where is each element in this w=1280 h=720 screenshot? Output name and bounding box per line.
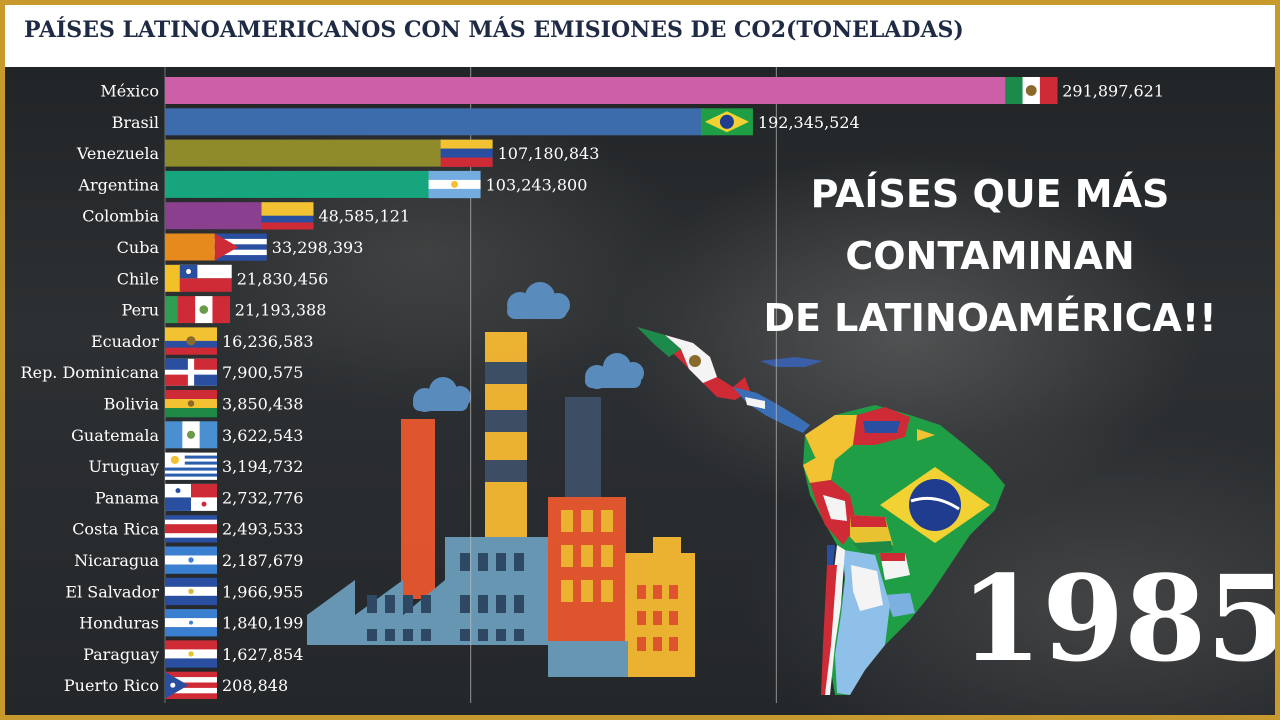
bar-venezuela bbox=[165, 139, 443, 167]
paraguay-flag-icon bbox=[165, 640, 217, 668]
category-label: Honduras bbox=[79, 614, 159, 633]
category-label: Bolivia bbox=[104, 395, 160, 414]
category-label: Puerto Rico bbox=[64, 676, 159, 695]
headline: PAÍSES QUE MÁS CONTAMINAN DE LATINOAMÉRI… bbox=[725, 163, 1255, 349]
value-label: 2,493,533 bbox=[222, 520, 303, 539]
category-label: Panama bbox=[95, 488, 160, 507]
value-label: 192,345,524 bbox=[758, 113, 860, 132]
bars: México 291,897,621 Brasil 192,345,524 Venezu… bbox=[21, 77, 1164, 699]
value-label: 7,900,575 bbox=[222, 363, 303, 382]
category-label: Brasil bbox=[112, 113, 159, 132]
category-label: Cuba bbox=[117, 238, 160, 257]
value-label: 3,622,543 bbox=[222, 426, 303, 445]
headline-line-3: DE LATINOAMÉRICA!! bbox=[763, 296, 1217, 340]
bar-chart: México 291,897,621 Brasil 192,345,524 Venezu… bbox=[21, 67, 1164, 703]
ecuador-flag-icon bbox=[165, 327, 217, 355]
value-label: 1,840,199 bbox=[222, 614, 303, 633]
category-label: Guatemala bbox=[71, 426, 159, 445]
bar-brasil bbox=[165, 108, 703, 136]
category-label: Argentina bbox=[77, 175, 159, 194]
value-label: 1,627,854 bbox=[222, 645, 303, 664]
value-label: 1,966,955 bbox=[222, 582, 303, 601]
category-label: Chile bbox=[117, 269, 159, 288]
bar-m-xico bbox=[165, 77, 1008, 104]
nicaragua-flag-icon bbox=[165, 546, 217, 574]
puerto-rico-flag-icon bbox=[165, 671, 217, 699]
category-label: El Salvador bbox=[65, 582, 159, 601]
mexico-flag-icon bbox=[1005, 77, 1058, 104]
value-label: 2,732,776 bbox=[222, 488, 303, 507]
el-salvador-flag-icon bbox=[165, 577, 217, 606]
value-label: 107,180,843 bbox=[498, 144, 600, 163]
headline-line-2: CONTAMINAN bbox=[845, 234, 1135, 278]
value-label: 33,298,393 bbox=[272, 238, 364, 257]
value-label: 208,848 bbox=[222, 676, 288, 695]
bar-argentina bbox=[165, 170, 431, 198]
colombia-flag-icon bbox=[261, 202, 314, 230]
category-label: Venezuela bbox=[76, 144, 160, 163]
value-label: 21,193,388 bbox=[235, 301, 327, 320]
category-label: Paraguay bbox=[83, 645, 159, 664]
value-label: 2,187,679 bbox=[222, 551, 303, 570]
value-label: 3,194,732 bbox=[222, 457, 303, 476]
cuba-flag-icon bbox=[214, 233, 267, 261]
bar-peru bbox=[165, 296, 180, 324]
chart-frame: PAÍSES LATINOAMERICANOS CON MÁS EMISIONE… bbox=[5, 5, 1275, 715]
category-label: Uruguay bbox=[88, 457, 159, 476]
headline-line-1: PAÍSES QUE MÁS bbox=[810, 172, 1170, 216]
category-label: Peru bbox=[122, 301, 159, 320]
bolivia-flag-icon bbox=[165, 390, 217, 418]
bar-colombia bbox=[165, 202, 264, 230]
chart-title: PAÍSES LATINOAMERICANOS CON MÁS EMISIONE… bbox=[24, 17, 964, 43]
value-label: 103,243,800 bbox=[486, 175, 588, 194]
category-label: Nicaragua bbox=[74, 551, 159, 570]
value-label: 3,850,438 bbox=[222, 395, 303, 414]
category-label: Colombia bbox=[82, 207, 159, 226]
bar-cuba bbox=[165, 233, 217, 261]
year-label: 1985 bbox=[960, 549, 1275, 688]
factory-illustration bbox=[307, 282, 695, 677]
honduras-flag-icon bbox=[165, 609, 217, 637]
latin-america-map-illustration bbox=[637, 327, 1005, 695]
dominican-republic-flag-icon bbox=[165, 358, 217, 386]
chile-flag-icon bbox=[179, 264, 232, 292]
brazil-flag-icon bbox=[700, 108, 753, 136]
peru-flag-icon bbox=[177, 296, 231, 324]
category-label: Costa Rica bbox=[72, 520, 159, 539]
value-label: 48,585,121 bbox=[319, 207, 411, 226]
category-label: Rep. Dominicana bbox=[21, 363, 160, 382]
value-label: 16,236,583 bbox=[222, 332, 314, 351]
category-label: México bbox=[100, 82, 159, 101]
title-band: PAÍSES LATINOAMERICANOS CON MÁS EMISIONE… bbox=[5, 5, 1275, 67]
costa-rica-flag-icon bbox=[165, 515, 217, 543]
guatemala-flag-icon bbox=[165, 421, 218, 449]
bar-chile bbox=[165, 264, 182, 292]
argentina-flag-icon bbox=[428, 170, 481, 199]
venezuela-flag-icon bbox=[440, 139, 493, 167]
value-label: 21,830,456 bbox=[237, 269, 329, 288]
value-label: 291,897,621 bbox=[1062, 82, 1164, 101]
panama-flag-icon bbox=[165, 483, 217, 511]
category-label: Ecuador bbox=[91, 332, 159, 351]
uruguay-flag-icon bbox=[165, 452, 217, 480]
